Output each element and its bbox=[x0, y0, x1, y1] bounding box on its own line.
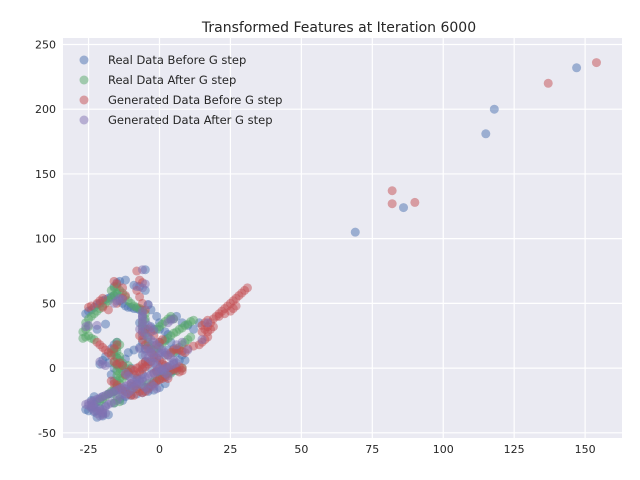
data-point bbox=[481, 129, 491, 139]
y-tick-label: -50 bbox=[38, 427, 56, 440]
legend-label: Generated Data After G step bbox=[108, 113, 273, 127]
x-tick-label: 50 bbox=[294, 443, 308, 456]
data-point bbox=[197, 335, 207, 345]
data-point bbox=[203, 327, 213, 337]
data-point bbox=[98, 405, 108, 415]
data-point bbox=[92, 320, 102, 330]
legend-label: Real Data Before G step bbox=[108, 53, 246, 67]
data-point bbox=[140, 279, 150, 289]
data-point bbox=[387, 186, 397, 196]
data-point bbox=[120, 368, 130, 378]
legend-marker bbox=[79, 115, 89, 125]
data-points bbox=[78, 58, 601, 422]
x-tick-label: 125 bbox=[504, 443, 525, 456]
chart-title: Transformed Features at Iteration 6000 bbox=[201, 20, 476, 36]
data-point bbox=[152, 384, 162, 394]
data-point bbox=[350, 227, 360, 237]
data-point bbox=[132, 282, 142, 292]
data-point bbox=[120, 275, 130, 285]
data-point bbox=[112, 340, 122, 350]
data-point bbox=[149, 326, 159, 336]
data-point bbox=[118, 283, 128, 293]
grid-lines bbox=[63, 38, 622, 438]
data-point bbox=[591, 58, 601, 68]
x-tick-label: 0 bbox=[156, 443, 163, 456]
data-point bbox=[410, 197, 420, 207]
legend: Real Data Before G step Real Data After G… bbox=[79, 53, 282, 127]
data-point bbox=[163, 371, 173, 381]
data-point bbox=[98, 293, 108, 303]
data-point bbox=[146, 348, 156, 358]
y-tick-label: 150 bbox=[35, 168, 56, 181]
data-point bbox=[183, 345, 193, 355]
data-point bbox=[101, 319, 111, 329]
data-point bbox=[387, 199, 397, 209]
x-tick-label: 100 bbox=[433, 443, 454, 456]
data-point bbox=[189, 315, 199, 325]
y-tick-label: 50 bbox=[42, 297, 56, 310]
data-point bbox=[186, 332, 196, 342]
data-point bbox=[203, 318, 213, 328]
legend-label: Generated Data Before G step bbox=[108, 93, 282, 107]
data-point bbox=[543, 78, 553, 88]
y-tick-label: 0 bbox=[49, 362, 56, 375]
x-tick-label: 75 bbox=[365, 443, 379, 456]
data-point bbox=[399, 203, 409, 213]
data-point bbox=[169, 355, 179, 365]
data-point bbox=[118, 294, 128, 304]
data-point bbox=[174, 367, 184, 377]
data-point bbox=[214, 311, 224, 321]
legend-marker bbox=[79, 95, 89, 105]
legend-marker bbox=[79, 75, 89, 85]
data-point bbox=[169, 314, 179, 324]
data-point bbox=[101, 361, 111, 371]
series-3 bbox=[81, 265, 213, 421]
y-tick-label: 250 bbox=[35, 38, 56, 51]
data-point bbox=[84, 320, 94, 330]
x-tick-label: 25 bbox=[223, 443, 237, 456]
data-point bbox=[118, 361, 128, 371]
y-tick-label: 100 bbox=[35, 233, 56, 246]
data-point bbox=[157, 348, 167, 358]
data-point bbox=[137, 265, 147, 275]
data-point bbox=[143, 300, 153, 310]
legend-marker bbox=[79, 55, 89, 65]
x-tick-label: 150 bbox=[575, 443, 596, 456]
data-point bbox=[106, 376, 116, 386]
data-point bbox=[489, 104, 499, 114]
legend-label: Real Data After G step bbox=[108, 73, 236, 87]
data-point bbox=[572, 63, 582, 73]
data-point bbox=[98, 302, 108, 312]
data-point bbox=[242, 283, 252, 293]
x-tick-label: -25 bbox=[80, 443, 98, 456]
data-point bbox=[177, 337, 187, 347]
y-tick-label: 200 bbox=[35, 103, 56, 116]
data-point bbox=[157, 335, 167, 345]
tick-labels: -25 0 25 50 75 100 125 150 -50 0 50 100 150 200 250 bbox=[35, 38, 596, 456]
data-point bbox=[189, 324, 199, 334]
